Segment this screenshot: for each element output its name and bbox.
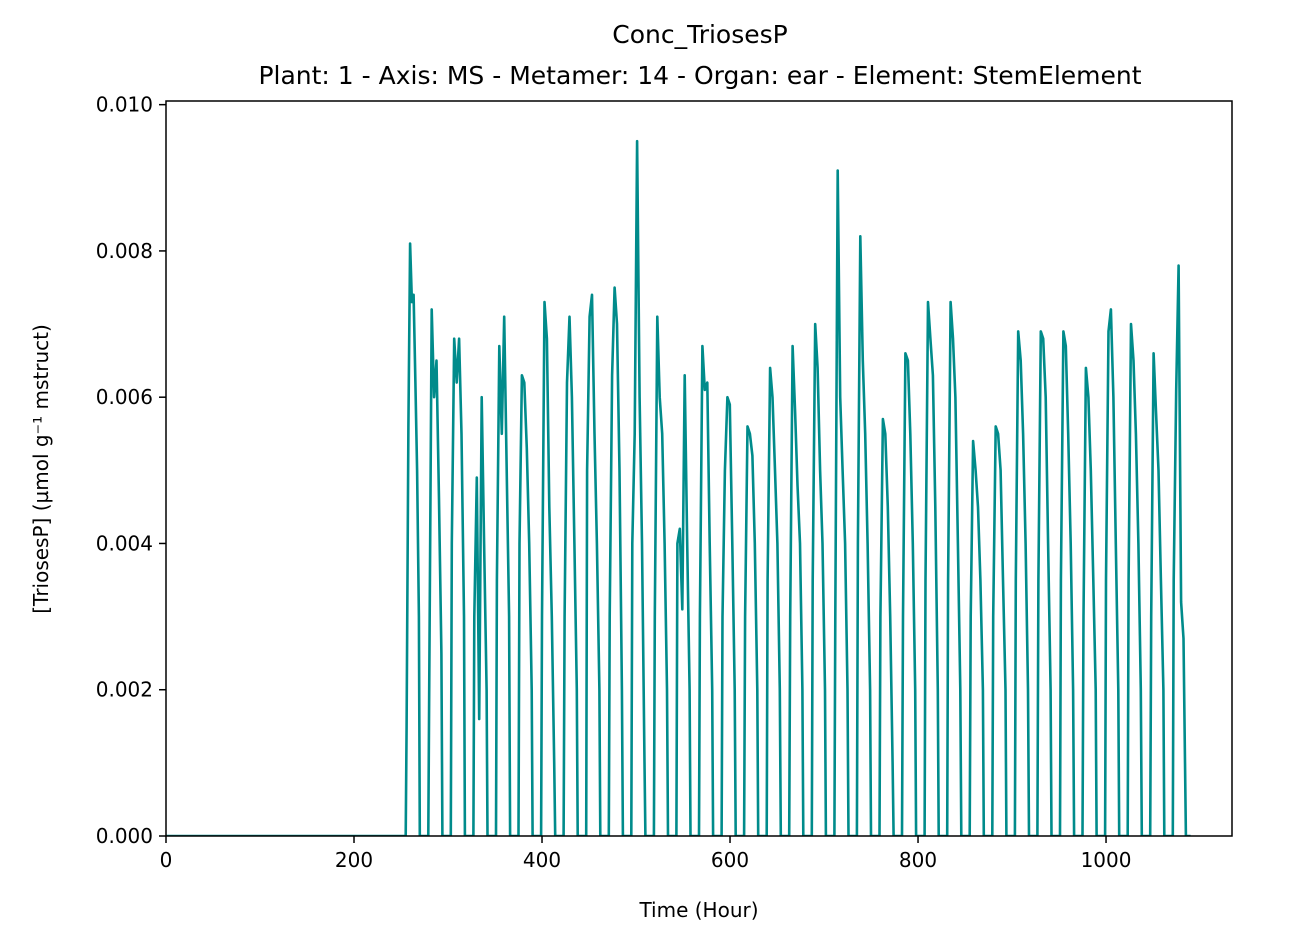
x-tick-label: 200 <box>335 848 373 872</box>
y-axis: 0.000 0.002 0.004 0.006 0.008 0.010 <box>96 93 166 848</box>
y-tick-label: 0.000 <box>96 824 153 848</box>
x-tick-label: 1000 <box>1081 848 1132 872</box>
series-line <box>166 139 1191 836</box>
chart-subtitle: Plant: 1 - Axis: MS - Metamer: 14 - Orga… <box>258 61 1141 90</box>
x-tick-label: 600 <box>711 848 749 872</box>
plot-frame <box>165 100 1233 837</box>
y-tick-label: 0.008 <box>96 239 153 263</box>
chart-title: Conc_TriosesP <box>612 20 787 49</box>
x-axis-label: Time (Hour) <box>638 898 758 922</box>
y-axis-label: [TriosesP] (µmol g⁻¹ mstruct) <box>29 324 53 614</box>
x-tick-label: 0 <box>160 848 173 872</box>
x-tick-label: 400 <box>523 848 561 872</box>
y-tick-label: 0.004 <box>96 531 153 555</box>
x-axis: 0 200 400 600 800 1000 <box>160 836 1132 872</box>
y-tick-label: 0.002 <box>96 678 153 702</box>
x-tick-label: 800 <box>899 848 937 872</box>
plot-area <box>165 100 1233 837</box>
y-tick-label: 0.006 <box>96 385 153 409</box>
y-tick-label: 0.010 <box>96 93 153 117</box>
